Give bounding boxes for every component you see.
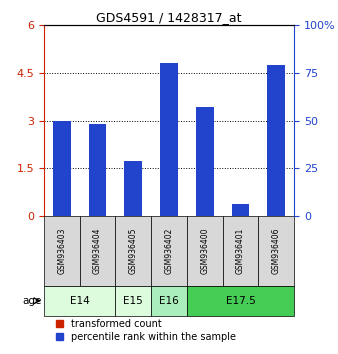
Text: E16: E16	[159, 296, 179, 306]
Text: E15: E15	[123, 296, 143, 306]
Bar	[80, 216, 115, 286]
Bar	[124, 161, 142, 216]
Text: GSM936402: GSM936402	[165, 228, 173, 274]
Bar	[44, 286, 115, 315]
Bar	[53, 125, 71, 216]
Text: age: age	[23, 296, 42, 306]
Text: E17.5: E17.5	[225, 296, 255, 306]
Bar	[160, 63, 178, 216]
Title: GDS4591 / 1428317_at: GDS4591 / 1428317_at	[96, 11, 242, 24]
Bar	[258, 216, 294, 286]
Bar	[160, 63, 178, 216]
Text: E14: E14	[70, 296, 90, 306]
Bar	[187, 216, 223, 286]
Legend: transformed count, percentile rank within the sample: transformed count, percentile rank withi…	[56, 319, 236, 342]
Bar	[115, 216, 151, 286]
Bar	[89, 124, 106, 216]
Bar	[124, 164, 142, 216]
Bar	[115, 286, 151, 315]
Bar	[89, 124, 106, 216]
Bar	[53, 121, 71, 216]
Bar	[187, 286, 294, 315]
Bar	[267, 66, 285, 216]
Bar	[196, 107, 214, 216]
Bar	[232, 209, 249, 216]
Bar	[232, 204, 249, 216]
Bar	[196, 111, 214, 216]
Bar	[223, 216, 258, 286]
Bar	[44, 216, 80, 286]
Text: GSM936400: GSM936400	[200, 228, 209, 274]
Text: GSM936406: GSM936406	[272, 228, 281, 274]
Text: GSM936404: GSM936404	[93, 228, 102, 274]
Bar	[151, 286, 187, 315]
Text: GSM936403: GSM936403	[57, 228, 66, 274]
Text: GSM936401: GSM936401	[236, 228, 245, 274]
Bar	[267, 65, 285, 216]
Bar	[151, 216, 187, 286]
Text: GSM936405: GSM936405	[129, 228, 138, 274]
